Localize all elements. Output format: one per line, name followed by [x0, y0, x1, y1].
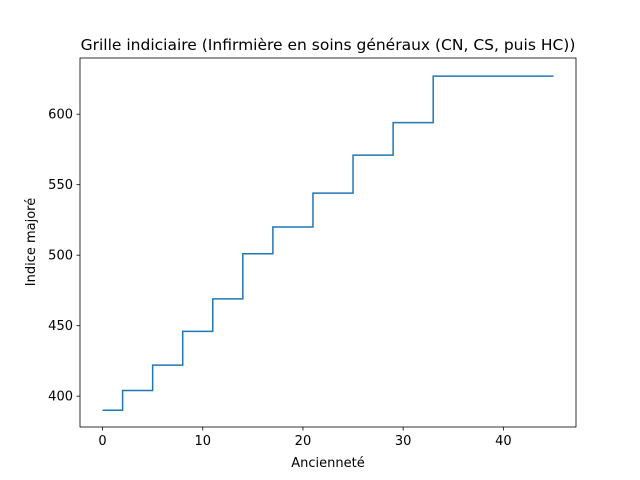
- chart-title: Grille indiciaire (Infirmière en soins g…: [81, 36, 576, 54]
- x-tick-label-4: 40: [495, 434, 512, 449]
- x-axis-label: Ancienneté: [291, 456, 364, 471]
- plot-frame: [79, 57, 577, 428]
- y-axis-label: Indice majoré: [24, 198, 39, 286]
- y-tick-label-4: 600: [48, 108, 73, 123]
- series-line-0: [102, 75, 554, 412]
- plot-area: 0 10 20 30 40 400 450 500 550 600: [48, 57, 577, 449]
- y-tick-label-1: 450: [48, 319, 73, 334]
- x-tick-label-3: 30: [395, 434, 412, 449]
- y-tick-label-2: 500: [48, 249, 73, 264]
- y-tick-label-3: 550: [48, 178, 73, 193]
- x-tick-label-2: 20: [295, 434, 312, 449]
- y-tick-label-0: 400: [48, 390, 73, 405]
- x-tick-label-0: 0: [98, 434, 106, 449]
- x-tick-label-1: 10: [194, 434, 211, 449]
